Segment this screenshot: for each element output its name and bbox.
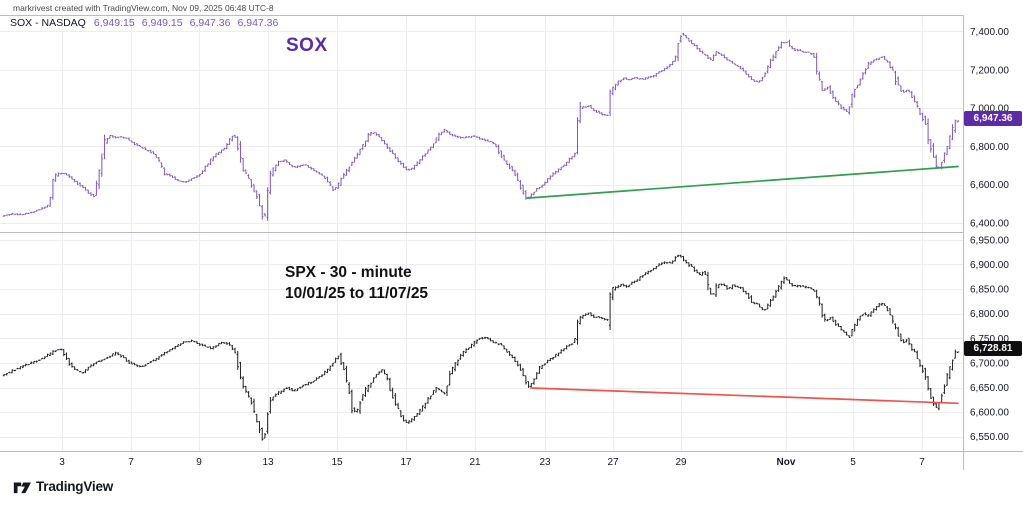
price-axis-label: 6,600.00 [970, 180, 1009, 191]
price-axis-label: 6,400.00 [970, 219, 1009, 230]
price-axis-label: 6,550.00 [970, 432, 1009, 443]
time-scale[interactable] [0, 451, 963, 471]
price-axis-labels: 7,400.00 7,200.00 7,000.00 6,800.00 6,600.00… [970, 27, 1009, 443]
time-axis-label: 7 [919, 457, 925, 468]
price-axis-label: 7,200.00 [970, 65, 1009, 76]
sox-text-annotation[interactable]: SOX [286, 35, 328, 56]
time-axis-label: 5 [850, 457, 856, 468]
time-axis-label: 17 [400, 457, 412, 468]
sox-last-price-badge: 6,947.36 [964, 111, 1022, 126]
spx-price-bars[interactable] [2, 254, 960, 441]
price-axis-label: 6,800.00 [970, 309, 1009, 320]
time-axis-label: 13 [262, 457, 274, 468]
time-axis-label: Nov [777, 457, 796, 468]
tradingview-logo-text: TradingView [36, 479, 114, 494]
time-axis-label: 23 [539, 457, 551, 468]
spx-annotation-line1: SPX - 30 - minute [285, 264, 412, 281]
price-axis-label: 6,600.00 [970, 408, 1009, 419]
price-axis-label: 7,400.00 [970, 27, 1009, 38]
sox-price-bars[interactable] [2, 33, 960, 221]
time-axis-label: 29 [675, 457, 687, 468]
legend-low-value: 6,947.36 [189, 17, 231, 29]
legend-close-value: 6,947.36 [237, 17, 279, 29]
spx-last-price-badge: 6,728.81 [964, 341, 1022, 356]
price-axis-label: 6,850.00 [970, 285, 1009, 296]
price-axis-label: 6,950.00 [970, 235, 1009, 246]
price-axis-label: 7,000.00 [970, 104, 1009, 115]
legend[interactable]: SOX - NASDAQ 6,949.15 6,949.15 6,947.36 6,94… [10, 17, 285, 29]
legend-open-value: 6,949.15 [93, 17, 135, 29]
time-axis-label: 21 [469, 457, 481, 468]
price-axis-label: 6,800.00 [970, 142, 1009, 153]
spx-text-annotation[interactable]: SPX - 30 - minute 10/01/25 to 11/07/25 [285, 262, 428, 304]
time-axis-label: 15 [331, 457, 343, 468]
spx-annotation-line2: 10/01/25 to 11/07/25 [285, 285, 429, 302]
legend-high-value: 6,949.15 [141, 17, 183, 29]
axis-borders [0, 15, 1023, 470]
attribution-text: markrivest created with TradingView.com,… [13, 3, 274, 13]
tradingview-logo-icon [13, 482, 31, 493]
sox-trendline[interactable] [526, 165, 959, 199]
price-scale[interactable] [963, 15, 1023, 451]
time-axis-label: 3 [59, 457, 65, 468]
time-axis-label: 9 [196, 457, 202, 468]
spx-trendline[interactable] [530, 387, 959, 405]
legend-symbol[interactable]: SOX - NASDAQ [10, 17, 86, 29]
time-axis-labels: 3 7 9 13 15 17 21 23 27 29 Nov 5 7 [59, 457, 925, 468]
price-axis-label: 6,650.00 [970, 383, 1009, 394]
time-axis-label: 27 [607, 457, 619, 468]
price-axis-label: 6,700.00 [970, 358, 1009, 369]
price-axis-label: 6,900.00 [970, 260, 1009, 271]
time-axis-label: 7 [128, 457, 134, 468]
price-axis-label: 6,750.00 [970, 334, 1009, 345]
tradingview-logo[interactable]: TradingView [13, 479, 113, 494]
